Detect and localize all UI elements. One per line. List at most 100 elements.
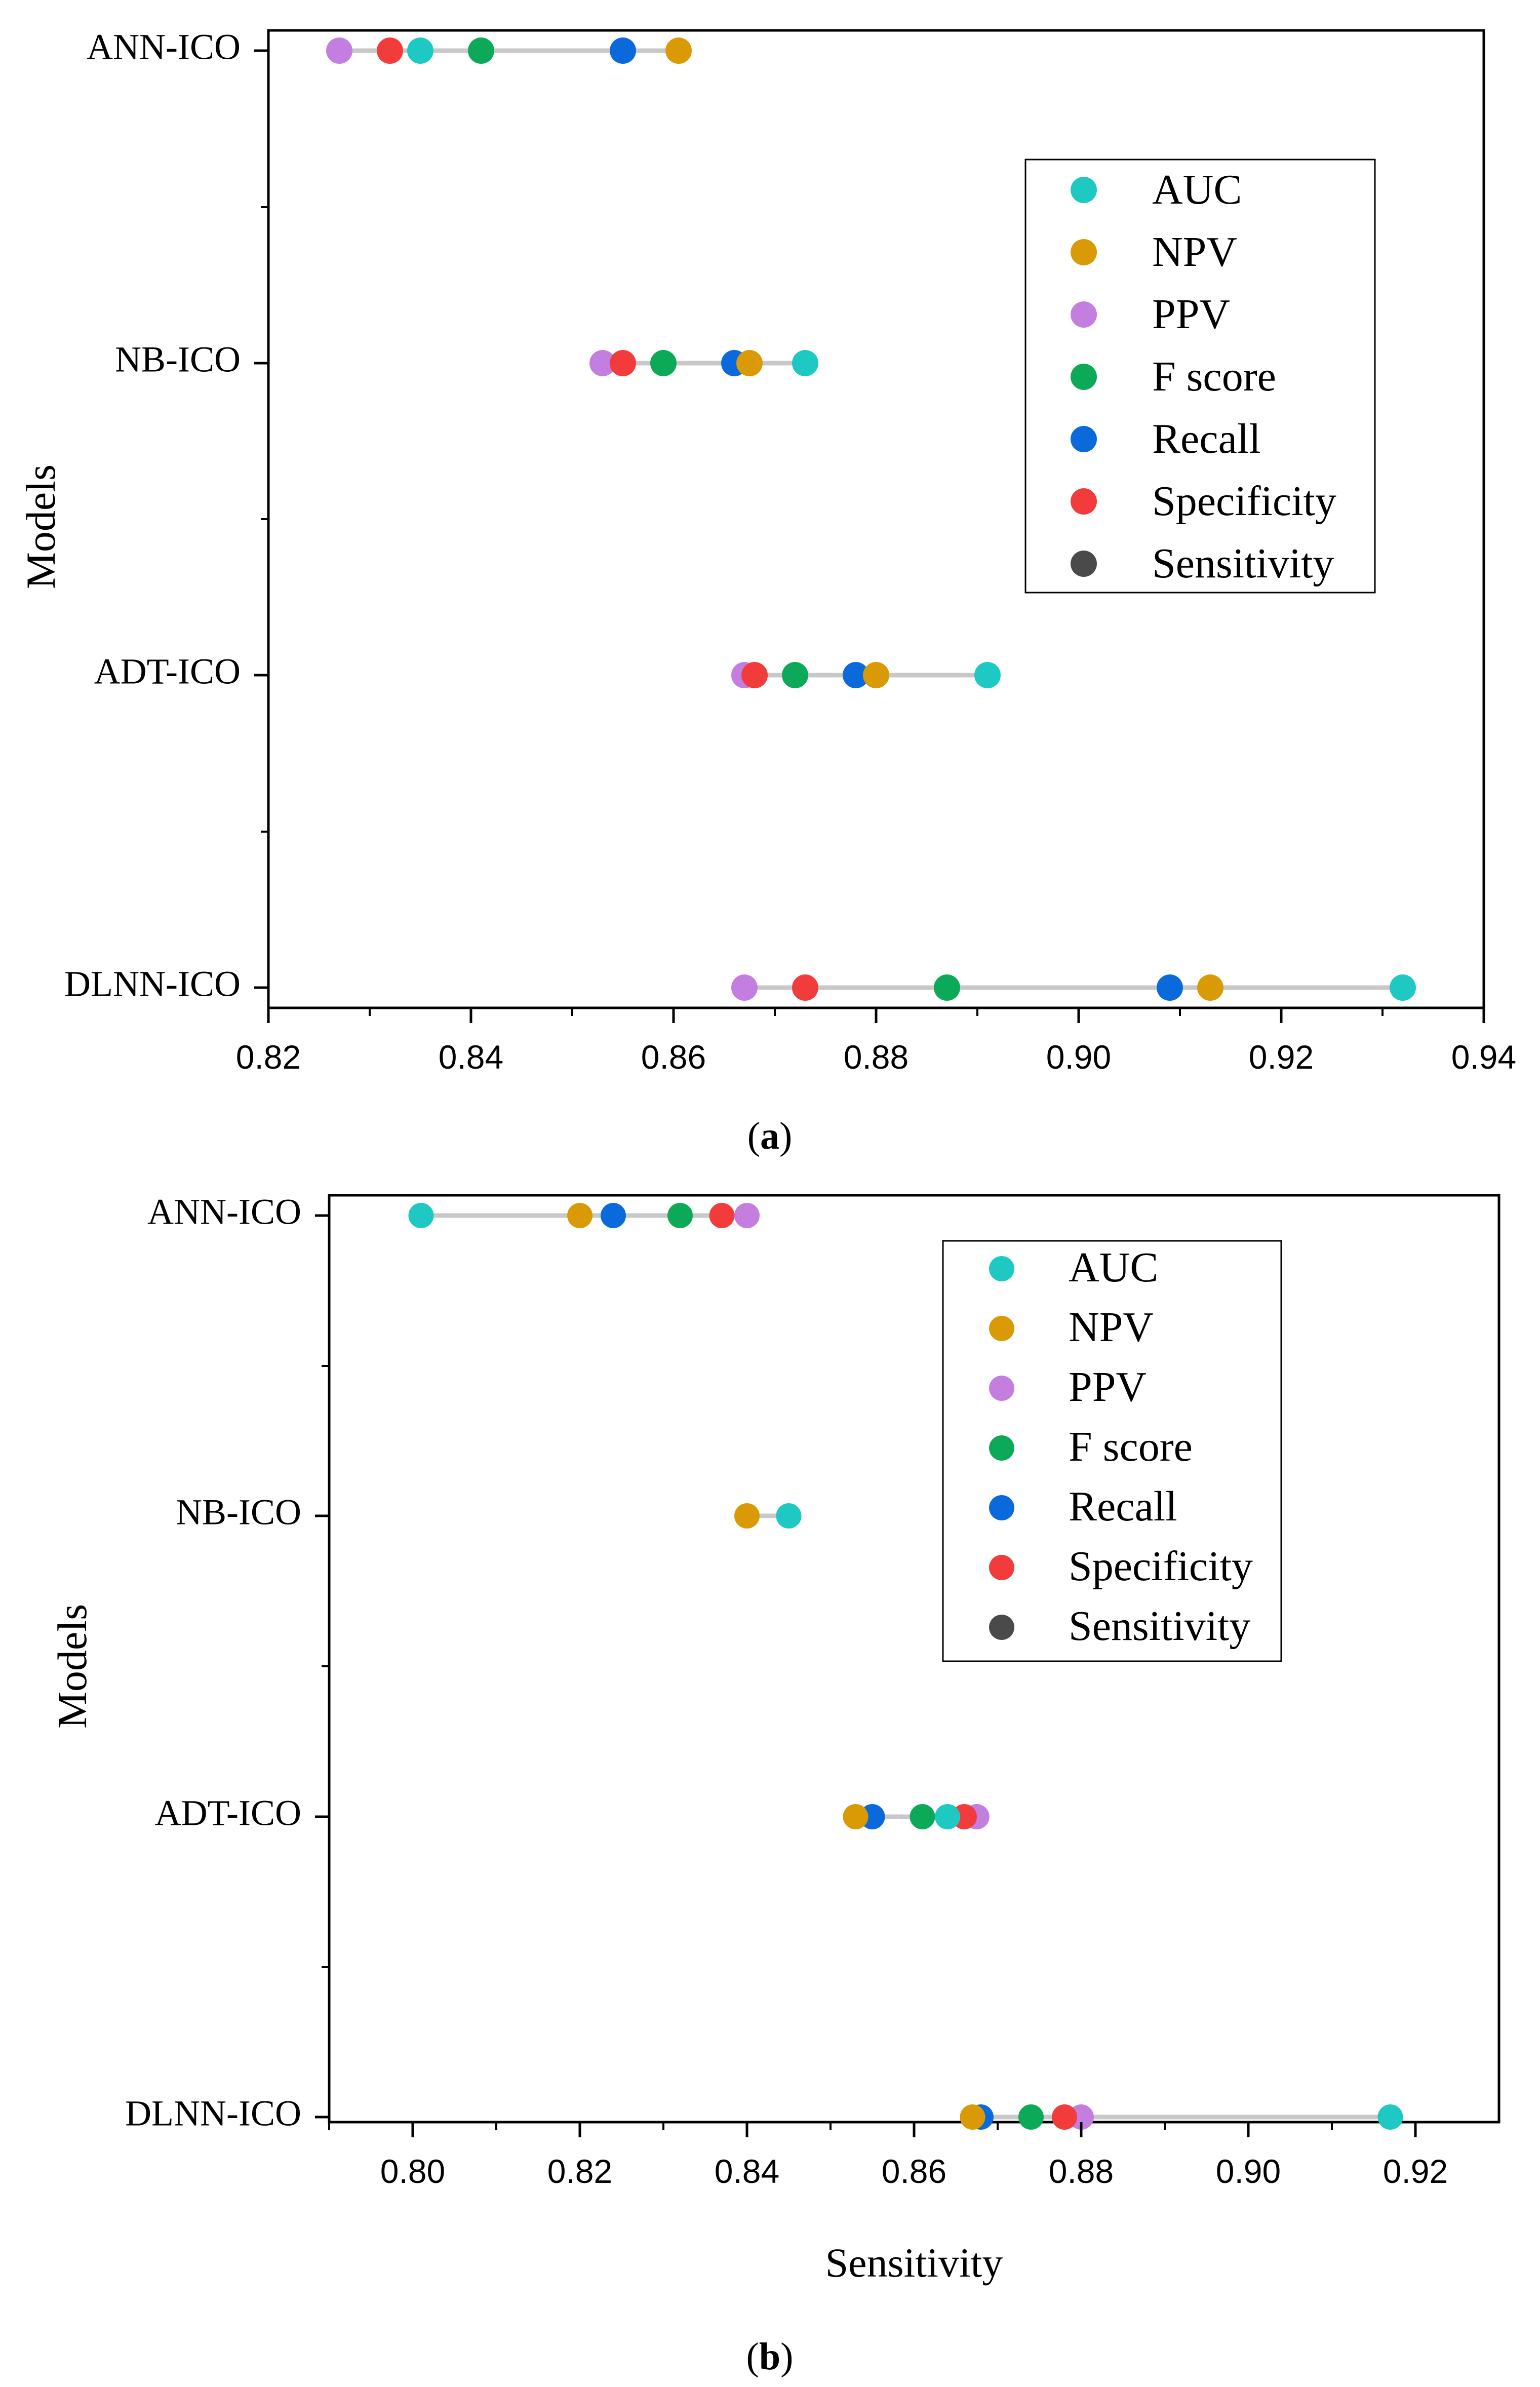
panel-a-point-recall-ann-ico — [610, 37, 636, 64]
panel-b-legend-marker-ppv — [989, 1376, 1014, 1401]
panel-b-y-label-DLNN-ICO: DLNN-ICO — [125, 2093, 301, 2134]
panel-a-point-ppv-dlnn-ico — [731, 974, 758, 1001]
panel-a-point-specificity-adt-ico — [741, 662, 768, 688]
panel-a-legend-marker-recall — [1071, 426, 1097, 452]
panel-b-legend-label-F-score: F score — [1069, 1423, 1193, 1470]
panel-a-point-specificity-nb-ico — [610, 350, 636, 376]
panel-a-y-label-ANN-ICO: ANN-ICO — [87, 27, 241, 67]
panel-b-x-tick-label-5: 0.90 — [1216, 2153, 1281, 2190]
panel-a-point-f-score-nb-ico — [650, 350, 677, 376]
panel-b-legend: AUC NPV PPV F score Recall Specificity S… — [942, 1240, 1282, 1662]
panel-a-x-tick-label-3: 0.88 — [844, 1038, 909, 1076]
panel-a-point-f-score-dlnn-ico — [934, 974, 960, 1001]
panel-a-point-auc-nb-ico — [792, 350, 818, 376]
panel-a-point-npv-adt-ico — [863, 662, 889, 688]
panel-b-y-label-NB-ICO: NB-ICO — [176, 1492, 301, 1533]
panel-b-points-layer — [408, 1203, 1403, 2130]
panel-a-legend-marker-sensitivity — [1071, 551, 1097, 577]
panel-b-x-tick-label-4: 0.88 — [1049, 2153, 1114, 2190]
panel-a-legend-label-Recall: Recall — [1152, 415, 1261, 462]
panel-b-point-f-score-dlnn-ico — [1018, 2104, 1044, 2130]
panel-a-legend-label-NPV: NPV — [1152, 228, 1237, 276]
panel-a-caption: (a) — [747, 1115, 793, 1157]
panel-a-x-tick-label-2: 0.86 — [641, 1038, 706, 1076]
panel-b-point-recall-ann-ico — [601, 1203, 626, 1228]
panel-b-legend-marker-npv — [989, 1316, 1014, 1341]
panel-b-point-auc-dlnn-ico — [1377, 2104, 1403, 2130]
panel-b-x-tick-label-3: 0.86 — [882, 2153, 946, 2190]
panel-a-legend-marker-npv — [1071, 239, 1097, 265]
panel-a-point-recall-adt-ico — [843, 662, 869, 688]
panel-a-legend-label-PPV: PPV — [1152, 291, 1230, 338]
panel-b-point-auc-ann-ico — [408, 1203, 434, 1228]
panel-b-y-ticks — [315, 1214, 329, 2119]
panel-b-point-npv-dlnn-ico — [960, 2104, 985, 2130]
panel-b-point-auc-adt-ico — [935, 1804, 960, 1829]
panel-a-y-ticks — [254, 49, 268, 989]
panel-b-point-npv-adt-ico — [843, 1804, 868, 1829]
panel-a-x-tick-label-1: 0.84 — [439, 1038, 503, 1076]
panel-b-plot-frame — [328, 1194, 1500, 2124]
panel-a-x-tick-label-5: 0.92 — [1249, 1038, 1314, 1076]
panel-a-x-ticks — [267, 1008, 1485, 1023]
panel-a-legend-marker-auc — [1071, 177, 1097, 203]
panel-a-legend-label-Sensitivity: Sensitivity — [1152, 540, 1334, 587]
panel-b-legend-marker-f-score — [989, 1435, 1014, 1461]
panel-b-legend-marker-specificity — [989, 1555, 1014, 1580]
panel-a-point-ppv-ann-ico — [326, 37, 352, 64]
panel-a-x-tick-label-0: 0.82 — [236, 1038, 301, 1076]
panel-b-point-npv-ann-ico — [567, 1203, 593, 1228]
panel-b-legend-label-AUC: AUC — [1069, 1244, 1158, 1291]
panel-b-point-ppv-ann-ico — [734, 1203, 760, 1228]
panel-b-legend-label-Recall: Recall — [1069, 1483, 1177, 1530]
panel-a-x-tick-label-4: 0.90 — [1046, 1038, 1111, 1076]
panel-a-x-tick-label-6: 0.94 — [1451, 1038, 1516, 1076]
panel-b-legend-label-NPV: NPV — [1069, 1304, 1154, 1351]
panel-a-point-auc-ann-ico — [407, 37, 433, 64]
panel-b-point-npv-nb-ico — [734, 1503, 760, 1529]
panel-b-x-tick-label-6: 0.92 — [1383, 2153, 1448, 2190]
panel-a-legend-label-Specificity: Specificity — [1152, 478, 1336, 525]
panel-b-point-specificity-ann-ico — [709, 1203, 735, 1228]
panel-b-legend-label-Specificity: Specificity — [1069, 1543, 1253, 1590]
panel-b-legend-label-Sensitivity: Sensitivity — [1069, 1602, 1250, 1650]
panel-b: ANN-ICO NB-ICO ADT-ICO DLNN-ICO 0.80 0.8… — [49, 1192, 1500, 2378]
panel-a-legend-marker-specificity — [1071, 488, 1097, 515]
panel-a: ANN-ICO NB-ICO ADT-ICO DLNN-ICO 0.82 0.8… — [18, 27, 1516, 1157]
panel-a-legend-label-AUC: AUC — [1152, 166, 1242, 213]
panel-b-legend-marker-auc — [989, 1256, 1014, 1281]
panel-a-y-label-NB-ICO: NB-ICO — [115, 339, 241, 380]
panel-a-point-npv-nb-ico — [736, 350, 763, 376]
panel-b-x-axis-title: Sensitivity — [825, 2240, 1003, 2286]
panel-a-point-ppv-nb-ico — [589, 350, 616, 376]
panel-b-point-specificity-dlnn-ico — [1052, 2104, 1077, 2130]
panel-b-y-label-ANN-ICO: ANN-ICO — [147, 1192, 301, 1232]
panel-a-y-label-ADT-ICO: ADT-ICO — [94, 651, 241, 692]
panel-b-point-f-score-adt-ico — [910, 1804, 935, 1829]
panel-a-point-npv-dlnn-ico — [1197, 974, 1223, 1001]
panel-b-y-axis-title: Models — [49, 1604, 95, 1729]
panel-b-x-tick-label-2: 0.84 — [715, 2153, 779, 2190]
panel-a-point-specificity-dlnn-ico — [792, 974, 818, 1001]
panel-a-y-axis-title: Models — [18, 464, 64, 589]
panel-a-legend-marker-ppv — [1071, 301, 1097, 328]
panel-a-point-recall-dlnn-ico — [1157, 974, 1183, 1001]
panel-b-legend-label-PPV: PPV — [1069, 1363, 1147, 1411]
panel-b-x-tick-label-0: 0.80 — [380, 2153, 445, 2190]
panel-a-points-layer — [326, 37, 1416, 1001]
panel-b-legend-marker-recall — [989, 1495, 1014, 1520]
panel-b-legend-marker-sensitivity — [989, 1615, 1014, 1640]
panel-a-legend-markers — [1071, 177, 1097, 577]
panel-a-legend: AUC NPV PPV F score Recall Specificity S… — [1024, 159, 1376, 594]
panel-b-point-f-score-ann-ico — [667, 1203, 693, 1228]
panel-b-x-ticks — [328, 2122, 1417, 2137]
panel-a-point-auc-dlnn-ico — [1390, 974, 1416, 1001]
panel-a-legend-label-F-score: F score — [1152, 353, 1276, 400]
panel-b-legend-markers — [989, 1256, 1014, 1640]
panel-a-y-label-DLNN-ICO: DLNN-ICO — [64, 964, 241, 1004]
panel-b-x-tick-label-1: 0.82 — [547, 2153, 612, 2190]
panel-a-point-specificity-ann-ico — [377, 37, 403, 64]
panel-a-point-npv-ann-ico — [665, 37, 692, 64]
panel-a-point-auc-adt-ico — [974, 662, 1001, 688]
